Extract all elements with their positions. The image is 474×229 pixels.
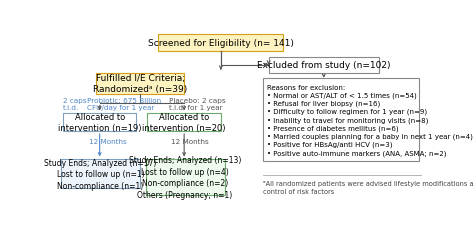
FancyBboxPatch shape: [263, 79, 419, 161]
FancyBboxPatch shape: [146, 160, 225, 195]
Text: Placebo: 2 caps
t.i.d. for 1 year: Placebo: 2 caps t.i.d. for 1 year: [169, 98, 226, 111]
FancyBboxPatch shape: [63, 114, 137, 131]
Text: 12 Months: 12 Months: [171, 138, 209, 144]
Text: Reasons for exclusion:
• Normal or AST/ALT of < 1.5 times (n=54)
• Refusal for l: Reasons for exclusion: • Normal or AST/A…: [267, 84, 473, 156]
Text: Study Ends; Analyzed (n=13)
Lost to follow up (n=4)
Non-compliance (n=2)
Others : Study Ends; Analyzed (n=13) Lost to foll…: [129, 156, 241, 199]
FancyBboxPatch shape: [158, 35, 283, 52]
FancyBboxPatch shape: [147, 114, 221, 131]
FancyBboxPatch shape: [61, 160, 140, 188]
Text: Screened for Eligibility (n= 141): Screened for Eligibility (n= 141): [148, 39, 294, 48]
Text: Excluded from study (n=102): Excluded from study (n=102): [257, 61, 391, 70]
Text: Allocated to
intervention (n=20): Allocated to intervention (n=20): [142, 112, 226, 133]
Text: Allocated to
intervention (n=19): Allocated to intervention (n=19): [58, 112, 141, 133]
Text: Probiotic: 675 Billion
CFU/day for 1 year: Probiotic: 675 Billion CFU/day for 1 yea…: [87, 98, 161, 111]
Text: 2 caps
t.i.d.: 2 caps t.i.d.: [63, 98, 87, 111]
Text: 12 Months: 12 Months: [90, 138, 127, 144]
Text: Fulfilled I/E Criteria;
Randomizedᵃ (n=39): Fulfilled I/E Criteria; Randomizedᵃ (n=3…: [93, 74, 187, 94]
Text: Study Ends; Analyzed (n=17)
Lost to follow up (n=1)
Non-compliance (n=1): Study Ends; Analyzed (n=17) Lost to foll…: [45, 158, 157, 190]
FancyBboxPatch shape: [269, 57, 379, 73]
Text: ᵃAll randomized patients were advised lifestyle modifications and
control of ris: ᵃAll randomized patients were advised li…: [263, 180, 474, 194]
FancyBboxPatch shape: [96, 73, 184, 95]
